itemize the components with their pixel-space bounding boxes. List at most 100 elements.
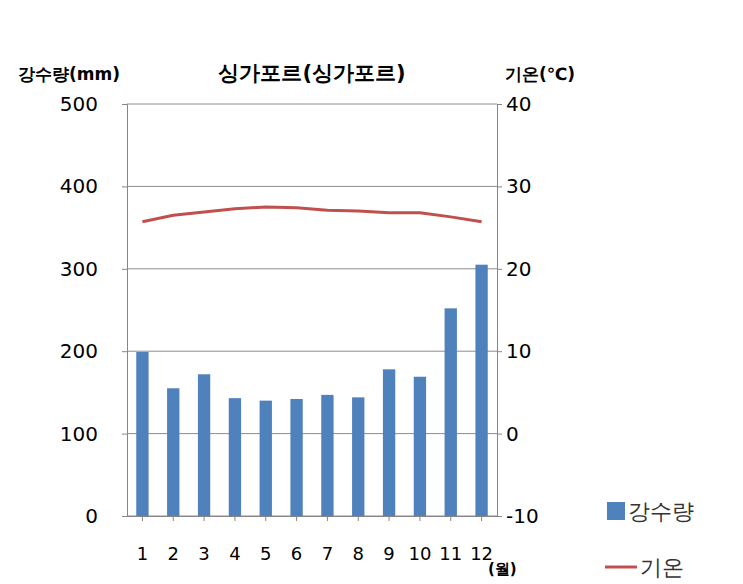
x-axis-title: (월): [488, 560, 517, 578]
legend-label: 강수량: [628, 499, 694, 524]
line: [142, 207, 481, 222]
tick-mark: [358, 516, 359, 521]
x-axis: 123456789101112: [128, 516, 498, 564]
tick: 3: [198, 516, 209, 564]
tick-mark: [234, 516, 235, 521]
tick-label: 10: [506, 339, 531, 363]
bar: [321, 395, 333, 516]
grid-line: [127, 186, 497, 187]
grid-line: [127, 516, 497, 517]
tick: 10: [497, 339, 531, 363]
tick: 40: [497, 92, 531, 116]
bar: [260, 401, 272, 516]
tick-label: 7: [322, 543, 333, 564]
tick-mark: [122, 434, 127, 435]
tick-mark: [389, 516, 390, 521]
legend-label: 기온: [640, 555, 684, 580]
tick-label: 4: [229, 543, 240, 564]
bar: [136, 352, 148, 516]
tick-label: 5: [260, 543, 271, 564]
grid-line: [127, 351, 497, 352]
tick: 400: [60, 174, 127, 198]
tick-mark: [122, 269, 127, 270]
axis-line: [128, 516, 498, 517]
tick-mark: [481, 516, 482, 521]
tick: 8: [353, 516, 364, 564]
bar: [167, 388, 179, 516]
tick-mark: [497, 434, 502, 435]
tick-mark: [122, 351, 127, 352]
bar: [475, 265, 487, 516]
tick: 9: [383, 516, 394, 564]
grid-line: [127, 104, 497, 105]
tick: 11: [439, 516, 462, 564]
tick-mark: [142, 516, 143, 521]
tick-label: 10: [408, 543, 431, 564]
tick: 0: [85, 504, 127, 528]
tick-mark: [497, 186, 502, 187]
tick-label: 6: [291, 543, 302, 564]
legend-swatch: [607, 502, 625, 520]
grid: [127, 104, 497, 516]
tick-mark: [419, 516, 420, 521]
grid-line: [127, 433, 497, 434]
y2-axis: -10 0 10 20 30 40: [497, 92, 539, 528]
bar: [290, 399, 302, 516]
tick-label: 500: [60, 92, 98, 116]
tick: 100: [60, 422, 127, 446]
y2-axis-title: 기온(℃): [505, 64, 575, 84]
tick-mark: [497, 269, 502, 270]
tick-label: 200: [60, 339, 98, 363]
tick-mark: [497, 104, 502, 105]
tick-mark: [122, 186, 127, 187]
legend-swatch: [605, 566, 637, 569]
tick-mark: [450, 516, 451, 521]
tick-label: 11: [439, 543, 462, 564]
tick: 10: [408, 516, 431, 564]
axis-line: [122, 105, 128, 517]
tick: 12: [470, 516, 493, 564]
tick-label: 2: [168, 543, 179, 564]
bar: [198, 374, 210, 516]
tick-label: 300: [60, 257, 98, 281]
tick: -10: [497, 504, 539, 528]
chart-svg: 0100200300400500-10010203040123456789101…: [0, 0, 743, 584]
tick: 1: [137, 516, 148, 564]
tick-mark: [265, 516, 266, 521]
tick-mark: [204, 516, 205, 521]
tick-label: 0: [85, 504, 98, 528]
tick: 5: [260, 516, 271, 564]
grid-line: [127, 268, 497, 269]
tick-mark: [327, 516, 328, 521]
axis-line: [498, 105, 503, 517]
tick-mark: [173, 516, 174, 521]
y-axis: 0 100 200 300 400 500: [60, 92, 128, 528]
tick: 30: [497, 174, 531, 198]
bar: [445, 308, 457, 516]
tick-mark: [497, 351, 502, 352]
tick: 0: [497, 422, 519, 446]
tick: 500: [60, 92, 127, 116]
tick-label: -10: [506, 504, 539, 528]
tick: 20: [497, 257, 531, 281]
marks: [136, 207, 488, 516]
tick-label: 40: [506, 92, 531, 116]
title: 싱가포르(싱가포르): [218, 61, 405, 85]
bar: [352, 397, 364, 516]
bar: [414, 377, 426, 516]
tick: 4: [229, 516, 240, 564]
tick-label: 400: [60, 174, 98, 198]
tick: 300: [60, 257, 127, 281]
tick-mark: [122, 516, 127, 517]
tick-label: 100: [60, 422, 98, 446]
tick-label: 1: [137, 543, 148, 564]
tick-label: 20: [506, 257, 531, 281]
chart-container: 0100200300400500-10010203040123456789101…: [0, 0, 743, 584]
tick-mark: [122, 104, 127, 105]
tick-label: 30: [506, 174, 531, 198]
tick-label: 9: [383, 543, 394, 564]
tick-mark: [296, 516, 297, 521]
tick: 200: [60, 339, 127, 363]
tick-label: 8: [353, 543, 364, 564]
tick-label: 3: [198, 543, 209, 564]
